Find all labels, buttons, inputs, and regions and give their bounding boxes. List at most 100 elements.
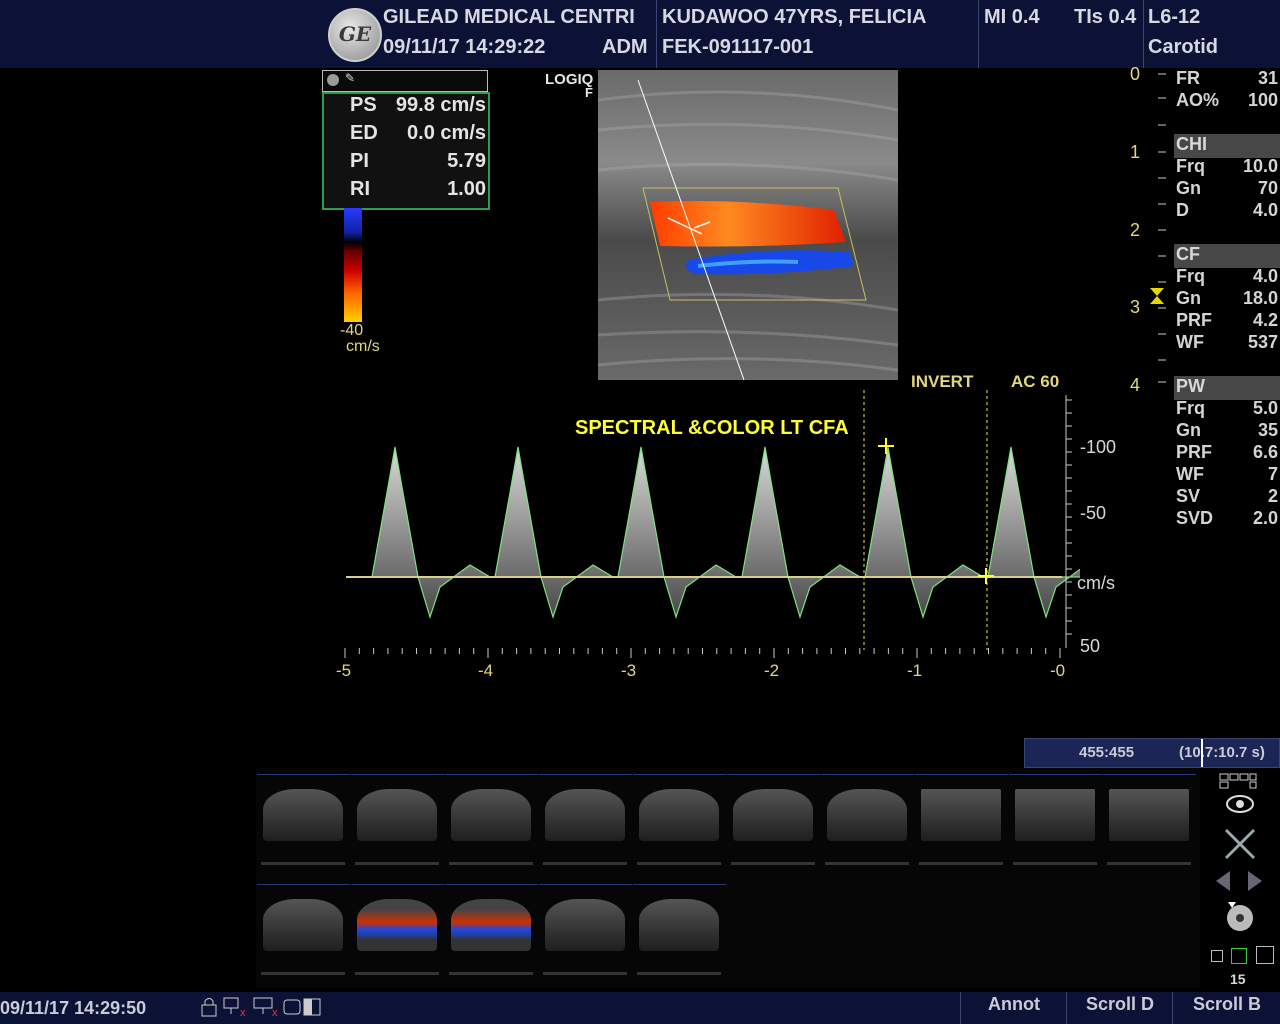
measurement-row: PS 99.8 cm/s — [324, 94, 488, 122]
operator-id: ADM — [602, 36, 648, 58]
measurement-row: ED 0.0 cm/s — [324, 122, 488, 150]
param-row: Frq 10.0 — [1176, 156, 1278, 176]
depth-label: 3 — [1129, 297, 1140, 317]
depth-label: 1 — [1129, 142, 1140, 162]
logiq-sublabel: F — [585, 85, 593, 100]
thumbnail-label-strip — [449, 862, 533, 865]
thumbnail-image[interactable] — [633, 884, 726, 981]
depth-label: 2 — [1129, 220, 1140, 240]
institution-name: GILEAD MEDICAL CENTRI — [383, 6, 635, 28]
lock-icon — [201, 998, 217, 1017]
next-page-icon[interactable] — [1244, 868, 1266, 892]
pw-section-header: PW — [1174, 376, 1280, 400]
param-row: WF 7 — [1176, 464, 1278, 484]
param-row: PRF 4.2 — [1176, 310, 1278, 330]
measurement-label: PS — [350, 94, 377, 116]
measurement-label: PI — [350, 150, 369, 172]
scroll-d-button[interactable]: Scroll D — [1066, 992, 1173, 1024]
system-datetime: 09/11/17 14:29:50 — [0, 998, 147, 1018]
thumbnail-preview — [921, 789, 1001, 841]
measurement-row: PI 5.79 — [324, 150, 488, 178]
velocity-tick: -100 — [1080, 437, 1117, 457]
svg-text:x: x — [272, 1007, 278, 1018]
tis-value: TIs 0.4 — [1074, 6, 1137, 28]
layout-large-icon[interactable] — [1256, 946, 1274, 964]
image-grid-view-icon[interactable] — [1218, 772, 1258, 816]
param-row: PRF 6.6 — [1176, 442, 1278, 462]
time-tick: -3 — [621, 661, 637, 680]
thumbnail-image[interactable] — [351, 774, 444, 871]
contrast-icon — [303, 998, 321, 1016]
spectral-doppler-trace[interactable] — [340, 390, 1080, 650]
param-row: WF 537 — [1176, 332, 1278, 352]
measurement-results-box: PS 99.8 cm/s ED 0.0 cm/s PI 5.79 RI 1.00 — [322, 92, 490, 210]
time-tick: -4 — [478, 661, 494, 680]
thumbnail-preview — [357, 899, 437, 951]
thumbnail-label-strip — [261, 972, 345, 975]
measurement-value: 99.8 cm/s — [395, 94, 486, 116]
thumbnail-image[interactable] — [445, 774, 538, 871]
delete-image-icon[interactable] — [1222, 826, 1258, 862]
exam-datetime: 09/11/17 14:29:22 — [383, 36, 546, 58]
bmode-color-image[interactable] — [598, 70, 898, 380]
cine-bar[interactable]: 455:455 (10.7:10.7 s) — [1024, 738, 1280, 768]
thumbnail-image[interactable] — [1103, 774, 1196, 871]
thumbnail-label-strip — [355, 862, 439, 865]
thumbnail-label-strip — [637, 972, 721, 975]
cine-slider-handle[interactable] — [1201, 739, 1203, 767]
thumbnail-preview — [357, 789, 437, 841]
thumbnail-preview — [1015, 789, 1095, 841]
param-row: Frq 4.0 — [1176, 266, 1278, 286]
thumbnail-preview — [545, 789, 625, 841]
svg-text:x: x — [240, 1007, 246, 1018]
param-row: Frq 5.0 — [1176, 398, 1278, 418]
thumbnail-image[interactable] — [539, 884, 632, 981]
measurement-label: RI — [350, 178, 370, 200]
time-tick: -1 — [907, 661, 923, 680]
param-row: Gn 35 — [1176, 420, 1278, 440]
velocity-tick: -50 — [1080, 503, 1107, 523]
cine-frames: 455:455 — [1079, 744, 1135, 761]
depth-scale — [1150, 73, 1166, 383]
measure-tool-icon: ✎ — [345, 71, 356, 85]
save-to-disk-icon[interactable] — [1222, 900, 1258, 934]
layout-medium-icon[interactable] — [1231, 948, 1247, 964]
param-row: AO% 100 — [1176, 90, 1278, 110]
thumbnail-image[interactable] — [821, 774, 914, 871]
thumbnail-preview — [639, 899, 719, 951]
thumbnail-label-strip — [825, 862, 909, 865]
thumbnail-preview — [1109, 789, 1189, 841]
printer-icon: x — [253, 997, 278, 1019]
thumbnail-image[interactable] — [351, 884, 444, 981]
param-row: SV 2 — [1176, 486, 1278, 506]
measurement-tab[interactable]: ✎ — [322, 70, 488, 92]
thumbnail-image[interactable] — [1009, 774, 1102, 871]
logiq-label: LOGIQ — [545, 71, 594, 88]
invert-label: INVERT — [911, 372, 974, 391]
thumbnail-label-strip — [543, 862, 627, 865]
thumbnail-label-strip — [1107, 862, 1191, 865]
thumbnail-image[interactable] — [257, 774, 350, 871]
chi-section-header: CHI — [1174, 134, 1280, 158]
thumbnail-image[interactable] — [727, 774, 820, 871]
thumbnail-preview — [263, 789, 343, 841]
cf-section-header: CF — [1174, 244, 1280, 268]
time-tick: -2 — [764, 661, 780, 680]
thumbnail-image[interactable] — [633, 774, 726, 871]
annot-button[interactable]: Annot — [960, 992, 1067, 1024]
thumbnail-image[interactable] — [539, 774, 632, 871]
thumbnail-image[interactable] — [915, 774, 1008, 871]
patient-name: KUDAWOO 47YRS, FELICIA — [662, 6, 927, 28]
depth-label: 4 — [1129, 375, 1140, 395]
scroll-b-button[interactable]: Scroll B — [1172, 992, 1280, 1024]
thumbnail-image[interactable] — [257, 884, 350, 981]
thumbnail-preview — [263, 899, 343, 951]
probe-name: L6-12 — [1148, 6, 1201, 28]
previous-page-icon[interactable] — [1212, 868, 1234, 892]
time-tick: -0 — [1050, 661, 1066, 680]
thumbnail-preview — [451, 899, 531, 951]
param-row: SVD 2.0 — [1176, 508, 1278, 528]
thumbnail-image[interactable] — [445, 884, 538, 981]
system-status-icons: x x — [200, 996, 324, 1019]
layout-small-icon[interactable] — [1211, 950, 1223, 962]
